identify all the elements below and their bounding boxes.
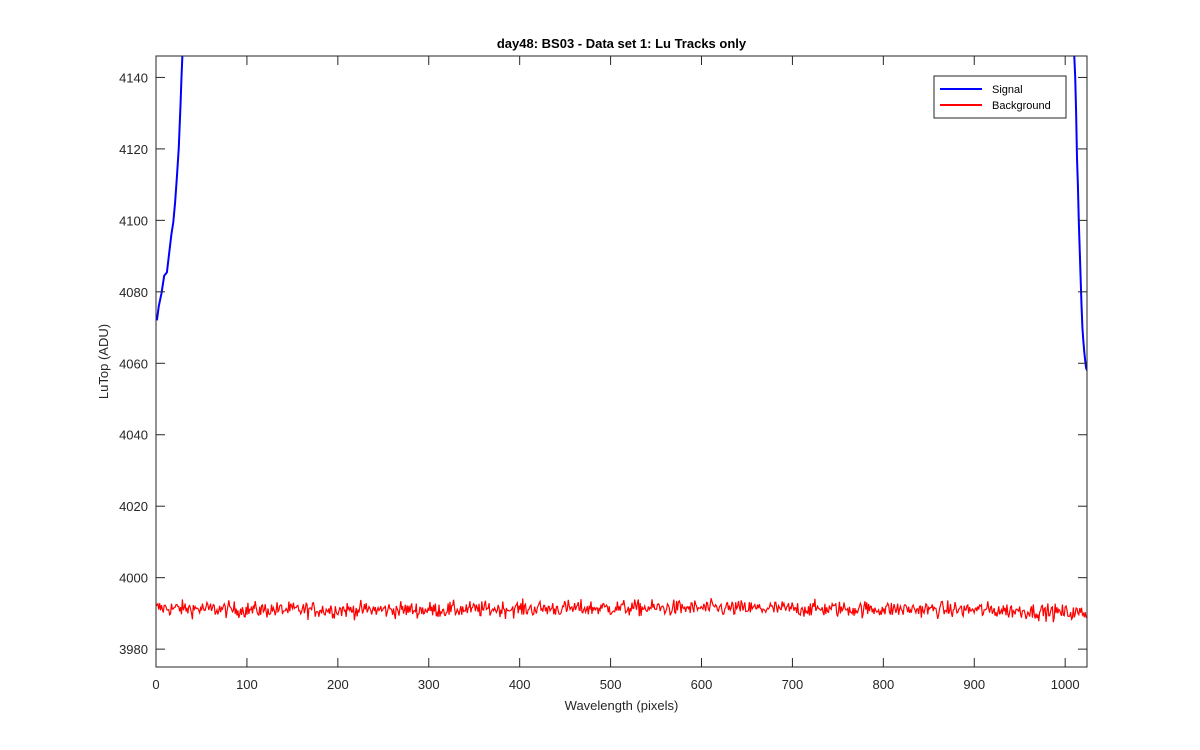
y-axis: 3980 4000 4020 4040 4060 4080 4100 4120 4140 bbox=[119, 70, 1087, 657]
y-tick-label: 4040 bbox=[119, 428, 148, 443]
y-tick-label: 4080 bbox=[119, 285, 148, 300]
series-background-line bbox=[156, 598, 1087, 623]
y-tick-label: 4140 bbox=[119, 70, 148, 85]
y-tick-label: 4120 bbox=[119, 142, 148, 157]
x-axis-label: Wavelength (pixels) bbox=[565, 698, 679, 713]
x-tick-label: 100 bbox=[236, 677, 258, 692]
x-tick-label: 0 bbox=[152, 677, 159, 692]
y-tick-label: 4060 bbox=[119, 356, 148, 371]
legend-label-signal: Signal bbox=[992, 84, 1023, 96]
x-tick-label: 700 bbox=[782, 677, 804, 692]
x-tick-label: 1000 bbox=[1051, 677, 1080, 692]
x-tick-label: 400 bbox=[509, 677, 531, 692]
x-tick-label: 900 bbox=[963, 677, 985, 692]
y-tick-label: 4020 bbox=[119, 499, 148, 514]
axes-box bbox=[155, 55, 1088, 668]
x-tick-label: 800 bbox=[872, 677, 894, 692]
x-tick-label: 500 bbox=[600, 677, 622, 692]
x-tick-label: 200 bbox=[327, 677, 349, 692]
legend-box bbox=[933, 75, 1067, 119]
series-signal-line-1 bbox=[156, 56, 184, 321]
series-signal-line-2 bbox=[1073, 56, 1087, 371]
y-tick-label: 4000 bbox=[119, 571, 148, 586]
series-layer bbox=[156, 56, 1087, 623]
x-axis: 0 100 200 300 400 500 600 700 800 900 1000 bbox=[152, 56, 1080, 692]
x-tick-label: 300 bbox=[418, 677, 440, 692]
legend: Signal Background bbox=[933, 75, 1067, 119]
y-tick-label: 4100 bbox=[119, 213, 148, 228]
x-tick-label: 600 bbox=[691, 677, 713, 692]
chart-title: day48: BS03 - Data set 1: Lu Tracks only bbox=[497, 36, 747, 51]
plot-area bbox=[156, 56, 1087, 667]
y-tick-label: 3980 bbox=[119, 642, 148, 657]
legend-label-background: Background bbox=[992, 100, 1051, 112]
y-axis-label: LuTop (ADU) bbox=[96, 324, 111, 399]
